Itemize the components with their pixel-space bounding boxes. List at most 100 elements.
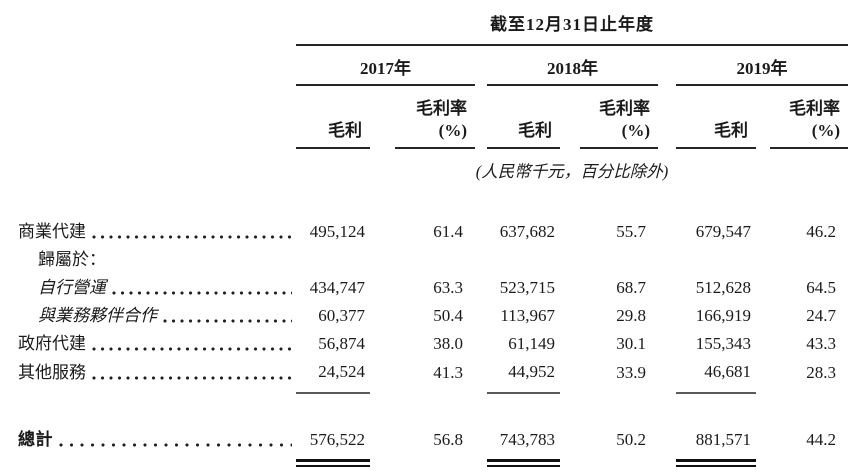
gap-cell [658,274,676,302]
gap-cell [580,457,658,467]
row-label: 商業代建 [18,222,86,241]
gap-cell [8,182,848,218]
value-cell: 46.2 [806,222,837,241]
value-cell: 55.7 [616,222,646,241]
gross-profit-table: 截至12月31日止年度 2017年 2018年 2019年 毛利 毛利率 (%)… [8,4,849,467]
value-cell: 28.3 [806,363,837,382]
year-header-2018: 2018年 [487,45,658,86]
gap-cell [475,218,487,246]
gap-cell [756,457,770,467]
row-label: 與業務夥伴合作 [38,306,157,325]
table-row: 政府代建 56,874 38.0 61,149 30.1 155,343 43.… [8,330,848,358]
gap-cell [370,457,395,467]
dot-leader [90,218,292,246]
row-label: 歸屬於： [38,250,106,269]
col-header-gross-profit: 毛利 [296,85,370,149]
margin-label: 毛利率 [789,99,841,118]
value-cell: 68.7 [616,278,646,297]
margin-label: 毛利率 [416,99,467,118]
gap-cell [8,45,296,85]
gap-cell [475,246,487,274]
value-cell: 155,343 [695,334,751,353]
value-cell: 24.7 [806,306,837,325]
row-label: 自行營運 [38,278,106,297]
value-cell: 434,747 [309,278,365,297]
gap-cell [658,426,676,457]
gap-cell [370,218,395,246]
table-row: 與業務夥伴合作 60,377 50.4 113,967 29.8 166,919… [8,302,848,330]
gap-cell [8,85,296,148]
gap-cell [770,457,848,467]
row-label-cell: 歸屬於： [8,246,296,274]
value-cell [770,246,848,274]
table-row: 2017年 2018年 2019年 [8,45,849,86]
year-header-2019: 2019年 [676,45,849,86]
gap-cell [475,85,487,148]
gap-cell [560,246,580,274]
value-cell: 33.9 [616,363,646,382]
value-cell: 50.2 [616,430,646,449]
gap-cell [658,330,676,358]
gap-cell [370,426,395,457]
gap-cell [756,85,770,148]
value-cell: 576,522 [309,430,365,449]
value-cell: 44,952 [487,358,560,394]
value-cell: 38.0 [433,334,463,353]
value-cell: 29.8 [616,306,646,325]
spacer-row [8,182,848,218]
gap-cell [658,457,676,467]
gap-cell [370,302,395,330]
gap-cell [475,426,487,457]
gross-profit-label: 毛利 [518,121,552,140]
row-label-cell: 自行營運 [8,274,296,302]
gap-cell [475,457,487,467]
gap-cell [8,148,296,182]
dot-leader [57,426,292,454]
units-note: (人民幣千元，百分比除外) [475,162,669,181]
value-cell: 24,524 [296,358,370,394]
value-cell: 743,783 [499,430,555,449]
row-label-cell: 商業代建 [8,218,296,246]
value-cell: 63.3 [433,278,463,297]
gap-cell [756,218,770,246]
gap-cell [658,358,676,393]
gap-cell [560,85,580,148]
gap-cell [756,302,770,330]
margin-pct-label: (%) [438,121,467,140]
value-cell: 41.3 [433,363,463,382]
gap-cell [370,358,395,393]
value-cell [487,246,560,274]
gap-cell [8,4,296,45]
table-row: 商業代建 495,124 61.4 637,682 55.7 679,547 4… [8,218,848,246]
gap-cell [756,246,770,274]
table-row: 截至12月31日止年度 [8,4,849,46]
row-label: 其他服務 [18,363,86,382]
table-row: 其他服務 24,524 41.3 44,952 33.9 46,681 28.3 [8,358,848,394]
gap-cell [475,302,487,330]
value-cell: 64.5 [806,278,837,297]
gap-cell [370,246,395,274]
row-label-cell: 政府代建 [8,330,296,358]
value-cell: 523,715 [499,278,555,297]
total-label: 總計 [18,430,53,449]
value-cell: 881,571 [695,430,751,449]
col-header-gross-profit: 毛利 [676,85,756,149]
period-title: 截至12月31日止年度 [296,4,849,46]
table-row: 自行營運 434,747 63.3 523,715 68.7 512,628 6… [8,274,848,302]
gap-cell [658,302,676,330]
gap-cell [756,426,770,457]
row-label-cell: 總計 [8,426,296,457]
value-cell [676,246,756,274]
value-cell [580,246,658,274]
value-cell [395,246,475,274]
value-cell: 44.2 [806,430,837,449]
row-label: 政府代建 [18,334,86,353]
total-rule-row [8,457,848,467]
value-cell: 43.3 [806,334,837,353]
margin-pct-label: (%) [621,121,650,140]
gap-cell [560,302,580,330]
table-row: (人民幣千元，百分比除外) [8,148,848,182]
gap-cell [560,457,580,467]
gap-cell [560,426,580,457]
gross-profit-label: 毛利 [328,121,362,140]
